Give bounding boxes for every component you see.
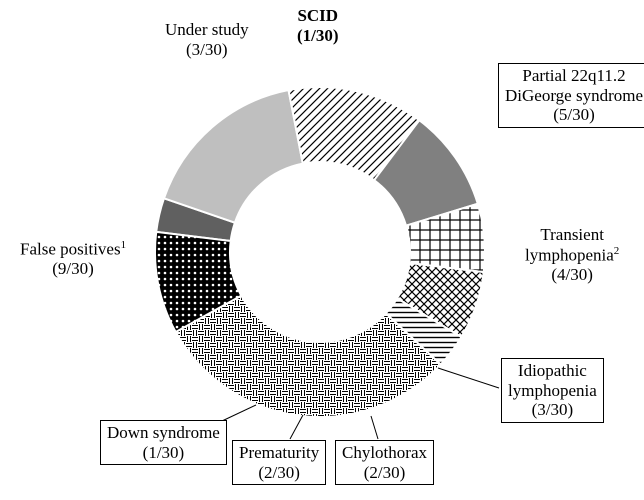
leader-down xyxy=(222,405,256,421)
label-prematurity: Prematurity(2/30) xyxy=(232,440,326,485)
leader-chylothorax xyxy=(371,416,378,439)
label-idiopathic: Idiopathiclymphopenia(3/30) xyxy=(501,358,604,423)
donut-chart-container: SCID(1/30) Partial 22q11.2DiGeorge syndro… xyxy=(0,0,644,500)
slice-digeorge xyxy=(164,90,303,223)
label-under_study: Under study(3/30) xyxy=(165,20,249,59)
label-digeorge: Partial 22q11.2DiGeorge syndrome(5/30) xyxy=(498,63,644,128)
label-transient: Transientlymphopenia2(4/30) xyxy=(525,225,619,284)
leader-prematurity xyxy=(290,415,303,439)
label-scid: SCID(1/30) xyxy=(297,6,339,45)
label-false_pos: False positives1(9/30) xyxy=(20,239,126,279)
label-chylothorax: Chylothorax(2/30) xyxy=(335,440,434,485)
leader-idiopathic xyxy=(438,368,499,388)
label-down: Down syndrome(1/30) xyxy=(100,420,227,465)
